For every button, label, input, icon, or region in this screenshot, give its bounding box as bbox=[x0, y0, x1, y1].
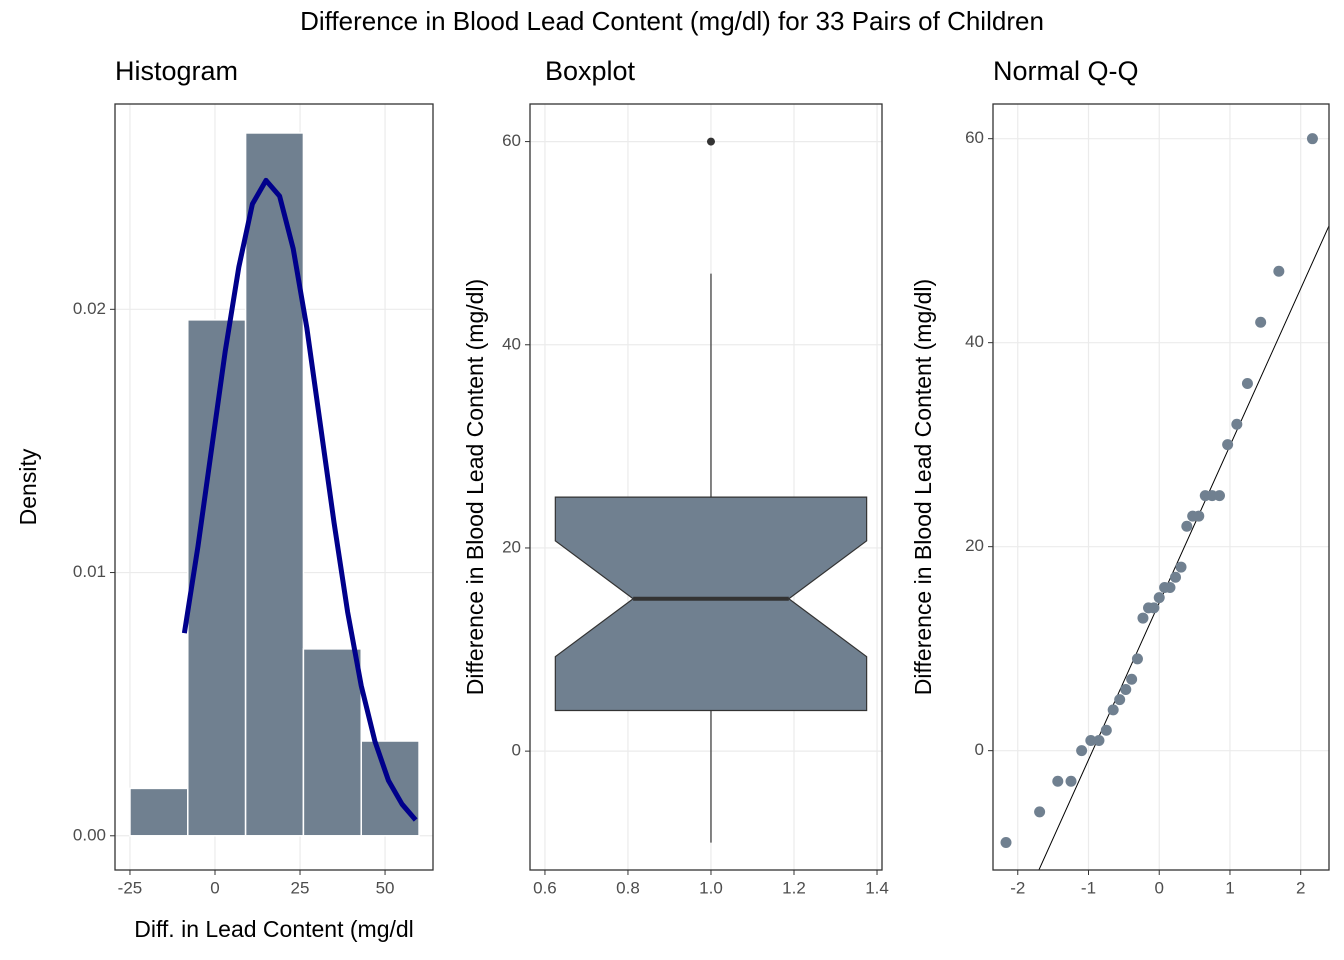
y-tick-label: 0 bbox=[975, 740, 984, 759]
y-tick-label: 60 bbox=[965, 128, 984, 147]
qq-point bbox=[1137, 612, 1149, 624]
y-tick-label: 40 bbox=[965, 332, 984, 351]
y-axis-label: Difference in Blood Lead Content (mg/dl) bbox=[910, 279, 936, 695]
qq-point bbox=[1076, 745, 1088, 757]
qq-point bbox=[1213, 490, 1225, 502]
panel-title: Boxplot bbox=[545, 56, 636, 86]
y-tick-label: 0.00 bbox=[73, 825, 106, 844]
panel-border bbox=[114, 103, 434, 871]
qq-point bbox=[1120, 683, 1132, 695]
x-tick-label: -1 bbox=[1081, 878, 1096, 897]
panel-title: Normal Q-Q bbox=[993, 56, 1139, 86]
main-title: Difference in Blood Lead Content (mg/dl)… bbox=[300, 6, 1044, 36]
histogram-bar bbox=[129, 787, 189, 837]
plot-background bbox=[530, 104, 882, 870]
x-tick-label: 0 bbox=[1154, 878, 1163, 897]
qq-point bbox=[1093, 734, 1105, 746]
qq-point bbox=[1175, 561, 1187, 573]
qq-point bbox=[1034, 806, 1046, 818]
y-tick-label: 0.01 bbox=[73, 562, 106, 581]
x-axis-label: Diff. in Lead Content (mg/dl bbox=[134, 916, 414, 942]
x-tick-label: -2 bbox=[1010, 878, 1025, 897]
qq-point bbox=[1085, 734, 1097, 746]
qq-point bbox=[1153, 592, 1165, 604]
qq-point bbox=[1222, 439, 1234, 451]
histogram-bar bbox=[244, 132, 305, 837]
qq-point bbox=[1114, 694, 1126, 706]
qq-point bbox=[1181, 520, 1193, 532]
qq-point bbox=[1100, 724, 1112, 736]
qq-point bbox=[1052, 775, 1064, 787]
x-tick-label: 25 bbox=[291, 878, 310, 897]
notched-box bbox=[554, 496, 868, 712]
y-tick-label: 60 bbox=[502, 131, 521, 150]
outlier bbox=[706, 137, 715, 146]
x-tick-label: 1.0 bbox=[699, 878, 723, 897]
qq-point bbox=[1000, 836, 1012, 848]
x-tick-label: 50 bbox=[376, 878, 395, 897]
y-tick-label: 0 bbox=[512, 741, 521, 760]
x-tick-label: 0.6 bbox=[533, 878, 557, 897]
qq-point bbox=[1193, 510, 1205, 522]
qq-point bbox=[1231, 418, 1243, 430]
x-tick-label: 1 bbox=[1225, 878, 1234, 897]
panel-border bbox=[529, 103, 883, 871]
y-tick-label: 20 bbox=[502, 537, 521, 556]
qq-point bbox=[1065, 775, 1077, 787]
plot-background bbox=[993, 104, 1329, 870]
qq-point bbox=[1126, 673, 1138, 685]
qq-point bbox=[1148, 602, 1160, 614]
y-tick-label: 20 bbox=[965, 536, 984, 555]
qq-point bbox=[1131, 653, 1143, 665]
x-tick-label: 0.8 bbox=[616, 878, 640, 897]
panel-border bbox=[992, 103, 1330, 871]
x-tick-label: 1.2 bbox=[782, 878, 806, 897]
qq-point bbox=[1255, 316, 1267, 328]
qq-point bbox=[1241, 377, 1253, 389]
x-tick-label: -25 bbox=[118, 878, 143, 897]
histogram-bar bbox=[302, 648, 362, 837]
panel-title: Histogram bbox=[115, 56, 238, 86]
qq-point bbox=[1107, 704, 1119, 716]
qq-point bbox=[1170, 571, 1182, 583]
y-tick-label: 0.02 bbox=[73, 299, 106, 318]
y-axis-label: Density bbox=[15, 448, 41, 525]
x-tick-label: 0 bbox=[210, 878, 219, 897]
qq-point bbox=[1273, 265, 1285, 277]
y-tick-label: 40 bbox=[502, 334, 521, 353]
x-tick-label: 2 bbox=[1296, 878, 1305, 897]
density-curve bbox=[181, 177, 418, 822]
x-tick-label: 1.4 bbox=[865, 878, 889, 897]
qq-point bbox=[1306, 133, 1318, 145]
qq-point bbox=[1164, 581, 1176, 593]
y-axis-label: Difference in Blood Lead Content (mg/dl) bbox=[462, 279, 488, 695]
